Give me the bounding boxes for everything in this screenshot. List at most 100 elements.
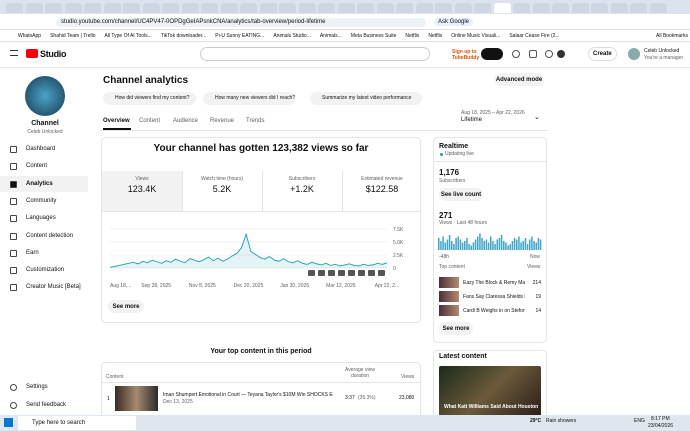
suggestion-chip[interactable]: How did viewers find my content?	[103, 92, 196, 105]
browser-tab[interactable]	[649, 3, 667, 13]
address-bar[interactable]: studio.youtube.com/channel/UC4PV47-0OPDg…	[56, 18, 426, 27]
browser-tab[interactable]	[571, 3, 589, 13]
tab[interactable]: Trends	[246, 118, 265, 124]
latest-thumbnail[interactable]	[439, 366, 541, 416]
nav-item[interactable]: Dashboard	[26, 146, 56, 152]
browser-tab[interactable]	[259, 3, 277, 13]
browser-tab[interactable]	[6, 3, 23, 13]
bookmark[interactable]: Netflix	[405, 33, 420, 39]
tab[interactable]: Content	[139, 118, 161, 124]
browser-tab[interactable]	[201, 3, 218, 13]
suggestion-chip[interactable]: Summarize my latest video performance	[310, 92, 422, 105]
icon[interactable]	[545, 50, 553, 58]
create-button[interactable]: Create	[588, 47, 617, 61]
all-bookmarks[interactable]: All Bookmarks	[656, 33, 688, 39]
start-button[interactable]	[4, 418, 13, 427]
browser-tab[interactable]	[435, 3, 452, 13]
browser-tab[interactable]	[376, 3, 394, 13]
browser-tab[interactable]	[591, 3, 608, 13]
live-count-button[interactable]: See live count	[439, 188, 483, 201]
browser-tab[interactable]	[240, 3, 257, 13]
nav-item[interactable]: Creator Music [Beta]	[26, 284, 81, 290]
browser-tab[interactable]	[84, 3, 101, 13]
browser-tab[interactable]	[513, 3, 530, 13]
metric-value[interactable]: 123.4K	[127, 184, 157, 194]
menu-icon[interactable]	[10, 50, 18, 56]
bookmark[interactable]: WhatsApp	[18, 33, 42, 39]
top-thumb[interactable]	[439, 291, 459, 302]
browser-tab[interactable]	[142, 3, 160, 13]
browser-tab[interactable]	[610, 3, 628, 13]
period[interactable]: Lifetime	[461, 117, 483, 123]
bookmark[interactable]: Pi-U Sunny EATING...	[215, 33, 265, 39]
nav-item[interactable]: Earn	[26, 250, 39, 256]
tb-toggle[interactable]	[481, 48, 503, 60]
browser-tab[interactable]	[279, 3, 296, 13]
top-thumb[interactable]	[439, 305, 459, 316]
advanced-button[interactable]: Advanced mode	[494, 73, 544, 86]
icon[interactable]	[557, 50, 565, 58]
browser-tab[interactable]	[532, 3, 550, 13]
metric-value[interactable]: +1.2K	[290, 184, 314, 194]
browser-tab[interactable]	[181, 3, 199, 13]
search-box[interactable]: Type here to search	[18, 416, 136, 430]
top-thumb[interactable]	[439, 277, 459, 288]
account-avatar[interactable]	[628, 48, 640, 60]
bookmark[interactable]: Online Music Visuali...	[451, 33, 501, 39]
bookmark[interactable]: Netflix	[428, 33, 443, 39]
top-title[interactable]: Fans Say Claressa Shields K...	[463, 294, 525, 300]
browser-tab[interactable]	[298, 3, 316, 13]
browser-tab[interactable]	[45, 3, 62, 13]
metric-value[interactable]: 5.2K	[212, 184, 232, 194]
browser-tab[interactable]	[220, 3, 238, 13]
bookmark[interactable]: TikTok downloader...	[160, 33, 207, 39]
browser-tab[interactable]	[123, 3, 140, 13]
metric-label[interactable]: Views	[135, 176, 149, 182]
tab[interactable]: Overview	[103, 118, 130, 124]
top-title[interactable]: Eazy The Block & Remy Ma ...	[463, 280, 525, 286]
channel-avatar[interactable]	[25, 76, 65, 116]
browser-tab[interactable]	[162, 3, 179, 13]
browser-tab[interactable]	[25, 3, 43, 13]
browser-tab[interactable]	[396, 3, 413, 13]
video-title[interactable]: Iman Shumpert Emotional in Court — Teyan…	[163, 392, 333, 398]
thumbnail[interactable]	[115, 386, 158, 411]
ask-google[interactable]: Ask Google	[434, 18, 474, 26]
tubebuddy[interactable]: Sign up to TubeBuddy	[452, 49, 480, 61]
nav-item[interactable]: Content detection	[26, 233, 74, 239]
metric-label[interactable]: Watch time (hours)	[200, 176, 244, 182]
nav-item[interactable]: Analytics	[26, 181, 53, 187]
top-title[interactable]: Cardi B Weighs in on Stefon...	[463, 308, 525, 314]
see-more-button[interactable]: See more	[439, 322, 473, 335]
nav-item[interactable]: Community	[26, 198, 57, 204]
browser-tab[interactable]	[103, 3, 121, 13]
bookmark[interactable]: Meta Business Suite	[350, 33, 397, 39]
browser-tab[interactable]	[630, 3, 647, 13]
tab[interactable]: Audience	[173, 118, 199, 124]
nav-item[interactable]: Settings	[26, 384, 48, 390]
browser-tab[interactable]	[337, 3, 355, 13]
nav-item[interactable]: Customization	[26, 267, 65, 273]
bookmark[interactable]: Salaar Cease Fire (2...	[509, 33, 560, 39]
browser-tab[interactable]	[64, 3, 82, 13]
nav-item[interactable]: Send feedback	[26, 402, 67, 408]
browser-tab[interactable]	[357, 3, 374, 13]
dropdown-caret[interactable]: ⌄	[534, 114, 540, 121]
browser-tab[interactable]	[552, 3, 569, 13]
nav-item[interactable]: Languages	[26, 215, 56, 221]
nav-item[interactable]: Content	[26, 163, 48, 169]
bookmark[interactable]: All Type Of AI Tools...	[104, 33, 152, 39]
metric-label[interactable]: Estimated revenue	[361, 176, 403, 182]
bookmark[interactable]: Animals Studio...	[273, 33, 311, 39]
icon[interactable]	[529, 50, 537, 58]
browser-tab[interactable]	[454, 3, 472, 13]
metric-label[interactable]: Subscribers	[288, 176, 316, 182]
browser-tab[interactable]	[415, 3, 433, 13]
search-box[interactable]	[200, 47, 430, 61]
browser-tab[interactable]	[474, 3, 491, 13]
see-more-button[interactable]: See more	[108, 300, 144, 313]
bookmark[interactable]: Shahid Team | Trello	[50, 33, 96, 39]
suggestion-chip[interactable]: How many new viewers did I reach?	[203, 92, 296, 105]
metric-value[interactable]: $122.58	[365, 184, 399, 194]
bookmark[interactable]: Animals...	[319, 33, 342, 39]
